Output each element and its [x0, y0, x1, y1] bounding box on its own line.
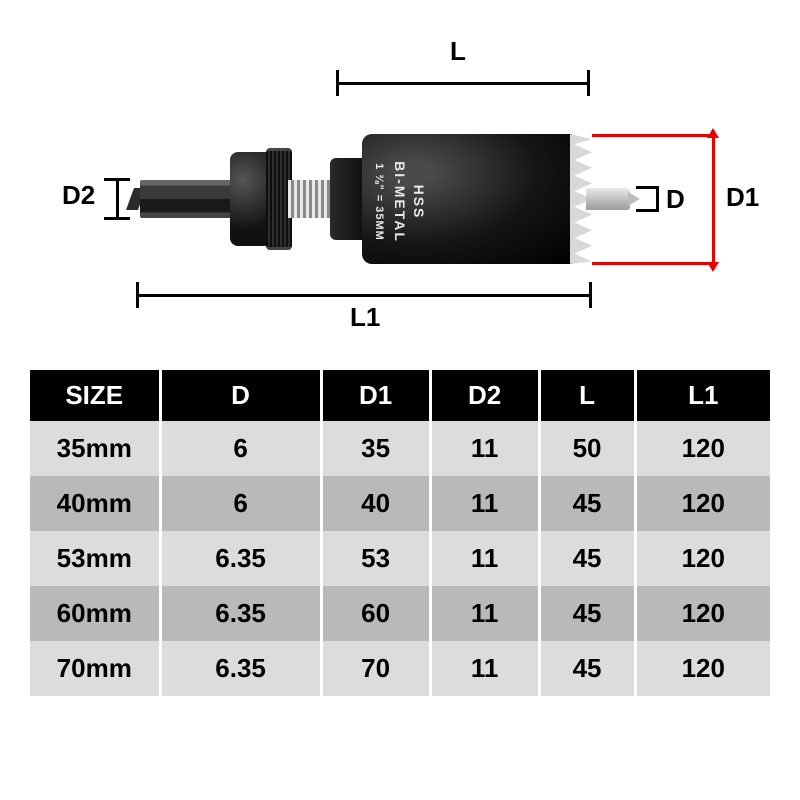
dim-D1-line — [712, 136, 715, 264]
dim-L-tick-l — [336, 70, 339, 96]
cell: 45 — [539, 531, 635, 586]
col-D2: D2 — [430, 370, 539, 421]
pilot-bit — [586, 188, 630, 210]
cell: 120 — [635, 641, 770, 696]
col-size: SIZE — [30, 370, 160, 421]
table-header-row: SIZE D D1 D2 L L1 — [30, 370, 770, 421]
cell: 11 — [430, 531, 539, 586]
dim-D-tick-t — [636, 186, 658, 189]
dimension-diagram: HSS BI-METAL 1 ⅜" = 35MM L L1 D2 D D1 — [30, 30, 770, 350]
label-L1: L1 — [350, 302, 380, 333]
cell: 6.35 — [160, 586, 321, 641]
table-row: 35mm 6 35 11 50 120 — [30, 421, 770, 476]
col-L: L — [539, 370, 635, 421]
col-L1: L1 — [635, 370, 770, 421]
label-L: L — [450, 36, 466, 67]
cell: 120 — [635, 586, 770, 641]
cell: 60 — [321, 586, 430, 641]
cell: 35 — [321, 421, 430, 476]
table-row: 53mm 6.35 53 11 45 120 — [30, 531, 770, 586]
cell: 60mm — [30, 586, 160, 641]
cell: 120 — [635, 476, 770, 531]
table-body: 35mm 6 35 11 50 120 40mm 6 40 11 45 120 … — [30, 421, 770, 696]
dim-D1-arrow-up-icon — [707, 128, 719, 138]
cell: 70 — [321, 641, 430, 696]
dim-D-line — [656, 186, 659, 212]
dim-D2-tick-t — [104, 178, 130, 181]
table-row: 40mm 6 40 11 45 120 — [30, 476, 770, 531]
col-D: D — [160, 370, 321, 421]
cell: 6 — [160, 476, 321, 531]
hex-shank — [140, 180, 235, 218]
col-D1: D1 — [321, 370, 430, 421]
dim-D2-line — [116, 178, 119, 220]
dim-L1-tick-r — [589, 282, 592, 308]
cell: 35mm — [30, 421, 160, 476]
cell: 45 — [539, 586, 635, 641]
cell: 53 — [321, 531, 430, 586]
table-row: 60mm 6.35 60 11 45 120 — [30, 586, 770, 641]
dim-L-line — [336, 82, 590, 85]
dim-D2-tick-b — [104, 217, 130, 220]
product-marking: HSS BI-METAL 1 ⅜" = 35MM — [371, 142, 428, 262]
cell: 6 — [160, 421, 321, 476]
cell: 11 — [430, 476, 539, 531]
cell: 53mm — [30, 531, 160, 586]
cell: 11 — [430, 586, 539, 641]
cell: 70mm — [30, 641, 160, 696]
dim-L1-tick-l — [136, 282, 139, 308]
dim-D1-ext-t — [592, 134, 716, 137]
cell: 40 — [321, 476, 430, 531]
cell: 6.35 — [160, 531, 321, 586]
label-D: D — [666, 184, 685, 215]
dim-L-tick-r — [587, 70, 590, 96]
cell: 11 — [430, 641, 539, 696]
dim-L1-line — [136, 294, 592, 297]
cell: 11 — [430, 421, 539, 476]
cell: 45 — [539, 641, 635, 696]
label-D1: D1 — [726, 182, 759, 213]
marking-line2: BI-METAL — [392, 161, 408, 243]
dim-D-tick-b — [636, 209, 658, 212]
cell: 45 — [539, 476, 635, 531]
cell: 40mm — [30, 476, 160, 531]
cell: 120 — [635, 531, 770, 586]
dim-D1-ext-b — [592, 262, 716, 265]
marking-line1: HSS — [411, 185, 427, 220]
table-row: 70mm 6.35 70 11 45 120 — [30, 641, 770, 696]
pilot-tip — [628, 192, 640, 206]
cell: 50 — [539, 421, 635, 476]
spec-table: SIZE D D1 D2 L L1 35mm 6 35 11 50 120 40… — [30, 370, 770, 696]
cell: 120 — [635, 421, 770, 476]
dim-D1-arrow-down-icon — [707, 262, 719, 272]
label-D2: D2 — [62, 180, 95, 211]
cell: 6.35 — [160, 641, 321, 696]
marking-line3: 1 ⅜" = 35MM — [373, 163, 385, 241]
